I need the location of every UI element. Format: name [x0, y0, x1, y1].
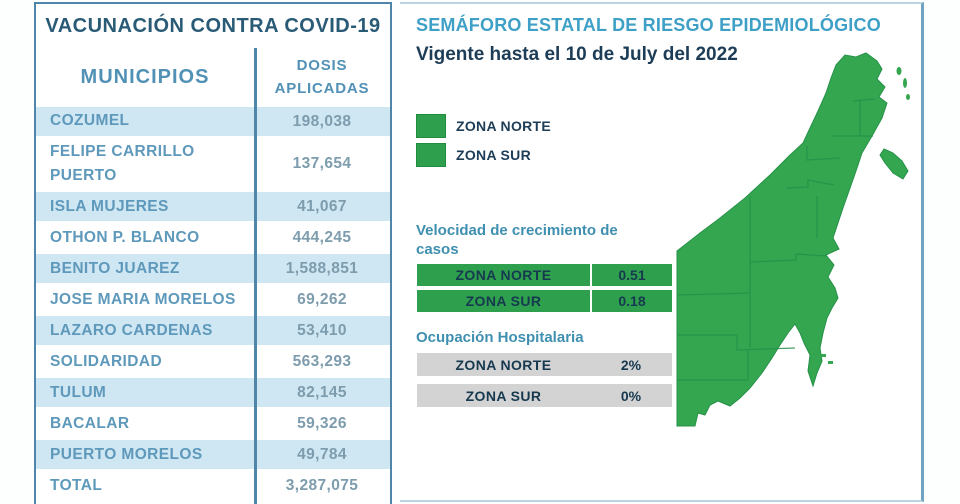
doses-cell: 198,038 [292, 112, 352, 130]
legend-item-zona-sur: ZONA SUR [416, 143, 551, 167]
table-row: BENITO JUAREZ 1,588,851 [36, 254, 390, 284]
mainland-shape [676, 52, 888, 427]
vaccination-title: VACUNACIÓN CONTRA COVID-19 [45, 15, 381, 37]
growth-row-sur: ZONA SUR 0.18 [417, 290, 672, 312]
doses-cell: 69,262 [297, 290, 347, 308]
vaccination-table-panel: VACUNACIÓN CONTRA COVID-19 MUNICIPIOS DO… [34, 2, 392, 504]
quintana-roo-state-map [650, 47, 925, 439]
municipality-cell: OTHON P. BLANCO [50, 228, 200, 246]
column-header-dosis: DOSIS APLICADAS [274, 57, 370, 97]
zone-legend: ZONA NORTE ZONA SUR [416, 114, 551, 172]
table-row: OTHON P. BLANCO 444,245 [36, 223, 390, 253]
doses-cell: 59,326 [297, 414, 347, 432]
municipality-cell: BENITO JUAREZ [50, 259, 180, 277]
doses-cell: 49,784 [297, 445, 347, 463]
municipality-cell: FELIPE CARRILLO PUERTO [50, 143, 195, 185]
valid-until-text: Vigente hasta el 10 de July del 2022 [416, 44, 738, 65]
municipality-cell: BACALAR [50, 414, 130, 432]
table-row: TULUM 82,145 [36, 378, 390, 408]
hospital-row-norte: ZONA NORTE 2% [417, 353, 672, 376]
hospital-row-sur: ZONA SUR 0% [417, 384, 672, 407]
table-row: JOSE MARIA MORELOS 69,262 [36, 285, 390, 315]
municipality-cell: PUERTO MORELOS [50, 445, 203, 463]
table-row: ISLA MUJERES 41,067 [36, 192, 390, 222]
municipality-cell: LAZARO CARDENAS [50, 321, 213, 339]
hospital-occupancy-table: ZONA NORTE 2% ZONA SUR 0% [417, 353, 672, 415]
hospital-occupancy-heading: Ocupación Hospitalaria [416, 329, 584, 346]
doses-cell: 1,588,851 [285, 259, 359, 277]
municipality-cell: JOSE MARIA MORELOS [50, 290, 236, 308]
municipality-cell: ISLA MUJERES [50, 197, 169, 215]
municipality-rows: COZUMEL 198,038 FELIPE CARRILLO PUERTO 1… [36, 107, 390, 502]
doses-cell: 53,410 [297, 321, 347, 339]
doses-cell: 563,293 [292, 352, 352, 370]
semaforo-panel: SEMÁFORO ESTATAL DE RIESGO EPIDEMIOLÓGIC… [400, 2, 924, 502]
table-row: PUERTO MORELOS 49,784 [36, 440, 390, 470]
doses-cell: 3,287,075 [285, 476, 359, 494]
table-header: MUNICIPIOS DOSIS APLICADAS [36, 50, 390, 105]
municipality-cell: SOLIDARIDAD [50, 352, 163, 370]
doses-cell: 82,145 [297, 383, 347, 401]
semaforo-title: SEMÁFORO ESTATAL DE RIESGO EPIDEMIOLÓGIC… [416, 15, 881, 35]
legend-item-zona-norte: ZONA NORTE [416, 114, 551, 138]
municipality-cell: TOTAL [50, 476, 103, 494]
municipality-cell: COZUMEL [50, 112, 130, 130]
column-divider [254, 48, 257, 504]
table-row-total: TOTAL 3,287,075 [36, 471, 390, 501]
table-row: SOLIDARIDAD 563,293 [36, 347, 390, 377]
cozumel-island-shape [879, 148, 909, 180]
growth-row-norte: ZONA NORTE 0.51 [417, 264, 672, 286]
growth-rate-table: ZONA NORTE 0.51 ZONA SUR 0.18 [417, 264, 672, 316]
doses-cell: 41,067 [297, 197, 347, 215]
municipality-cell: TULUM [50, 383, 107, 401]
municipal-boundaries [677, 98, 876, 381]
column-header-municipios: MUNICIPIOS [80, 66, 210, 88]
table-row: COZUMEL 198,038 [36, 107, 390, 136]
table-row: LAZARO CARDENAS 53,410 [36, 316, 390, 346]
table-row: FELIPE CARRILLO PUERTO 137,654 [36, 138, 390, 191]
doses-cell: 137,654 [292, 155, 352, 173]
growth-rate-heading: Velocidad de crecimiento de casos [416, 222, 618, 258]
green-swatch-icon [416, 143, 446, 167]
doses-cell: 444,245 [292, 228, 352, 246]
table-row: BACALAR 59,326 [36, 409, 390, 439]
green-swatch-icon [416, 114, 446, 138]
